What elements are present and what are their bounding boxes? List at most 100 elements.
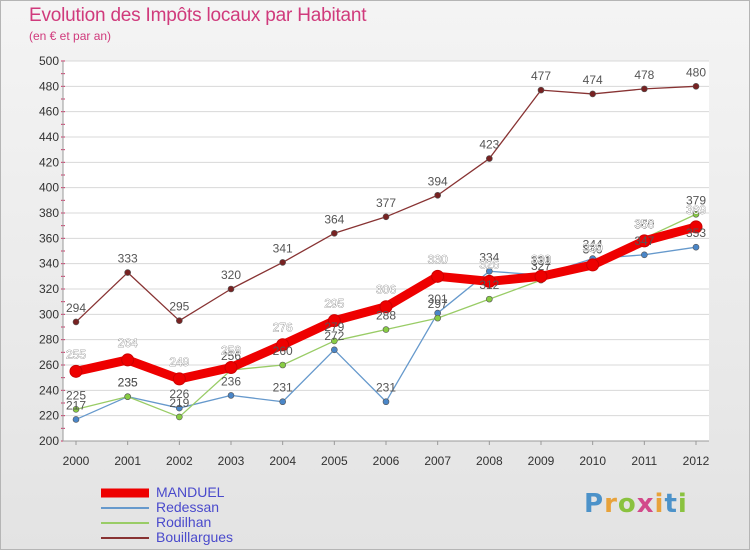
data-label-bouillargues: 294 [66, 301, 86, 315]
data-label-bouillargues: 474 [583, 73, 603, 87]
data-label-rodilhan: 360 [634, 217, 654, 231]
data-point-manduel [121, 353, 135, 367]
y-tick-label: 200 [39, 434, 59, 448]
data-label-redessan: 236 [221, 374, 241, 388]
data-point-rodilhan [176, 413, 183, 421]
data-point-manduel [534, 269, 548, 283]
data-point-bouillargues [537, 86, 545, 94]
data-label-bouillargues: 320 [221, 268, 241, 282]
legend-label: Bouillargues [156, 529, 234, 545]
data-label-manduel: 330 [428, 252, 448, 266]
data-point-redessan [279, 398, 286, 406]
data-point-redessan [72, 416, 80, 423]
y-tick-label: 220 [39, 409, 59, 423]
data-point-redessan [227, 392, 235, 399]
y-tick-label: 500 [39, 54, 59, 68]
legend-swatch [101, 521, 149, 524]
data-label-manduel: 358 [634, 217, 654, 231]
y-tick-label: 240 [39, 383, 59, 397]
data-point-bouillargues [434, 191, 441, 199]
data-point-manduel [224, 361, 238, 375]
legend-label: MANDUEL [156, 484, 225, 500]
data-point-rodilhan [434, 314, 441, 322]
data-label-rodilhan: 288 [376, 309, 396, 323]
proxiti-logo: Proxiti [584, 489, 688, 519]
data-label-bouillargues: 341 [273, 241, 293, 255]
data-label-manduel: 276 [273, 321, 293, 335]
data-point-manduel [172, 372, 186, 386]
data-label-redessan: 334 [479, 250, 499, 264]
data-label-redessan: 226 [169, 387, 189, 401]
data-point-redessan [176, 404, 183, 412]
data-label-manduel: 258 [221, 344, 241, 358]
legend-swatch [101, 488, 149, 497]
data-label-rodilhan: 260 [273, 344, 293, 358]
data-point-rodilhan [486, 295, 493, 303]
data-label-rodilhan: 379 [686, 193, 706, 207]
data-label-bouillargues: 364 [324, 212, 344, 226]
data-point-rodilhan [692, 210, 700, 218]
data-label-manduel: 249 [169, 355, 189, 369]
data-label-rodilhan: 327 [531, 259, 551, 273]
data-point-bouillargues [279, 259, 286, 266]
data-label-manduel: 326 [479, 257, 499, 271]
y-tick-label: 260 [39, 358, 59, 372]
data-label-manduel: 339 [583, 241, 603, 255]
x-tick-label: 2010 [579, 454, 606, 468]
data-label-bouillargues: 478 [634, 68, 654, 82]
data-label-redessan: 344 [583, 238, 603, 252]
data-point-bouillargues [176, 317, 183, 324]
data-label-redessan: 301 [428, 292, 448, 306]
data-label-manduel: 330 [531, 252, 551, 266]
x-tick-label: 2005 [321, 454, 348, 468]
data-point-rodilhan [72, 406, 80, 413]
data-point-rodilhan [124, 393, 131, 400]
data-point-bouillargues [589, 90, 596, 98]
y-tick-label: 440 [39, 130, 59, 144]
y-tick-label: 320 [39, 282, 59, 296]
data-point-redessan [382, 398, 390, 406]
x-tick-label: 2002 [166, 454, 193, 468]
data-label-bouillargues: 333 [118, 252, 138, 266]
y-tick-label: 460 [39, 105, 59, 119]
y-tick-label: 420 [39, 155, 59, 169]
data-point-manduel [637, 234, 651, 248]
data-label-bouillargues: 394 [428, 174, 448, 188]
data-point-manduel [431, 269, 445, 283]
x-tick-label: 2009 [528, 454, 555, 468]
x-tick-label: 2011 [631, 454, 657, 468]
data-label-rodilhan: 256 [221, 349, 241, 363]
data-label-rodilhan: 297 [428, 297, 448, 311]
x-tick-label: 2007 [424, 454, 451, 468]
data-label-bouillargues: 423 [479, 138, 499, 152]
data-label-rodilhan: 312 [479, 278, 499, 292]
legend-swatch [101, 506, 149, 509]
data-label-manduel: 369 [686, 203, 706, 217]
data-point-bouillargues [641, 85, 648, 93]
x-tick-label: 2004 [269, 454, 296, 468]
x-tick-label: 2006 [373, 454, 400, 468]
y-tick-label: 340 [39, 257, 59, 271]
legend-swatch [101, 536, 149, 539]
data-label-rodilhan: 340 [583, 243, 603, 257]
x-tick-label: 2000 [63, 454, 90, 468]
data-label-rodilhan: 225 [66, 388, 86, 402]
data-point-bouillargues [227, 285, 235, 293]
data-point-manduel [69, 364, 83, 378]
chart-legend: MANDUEL Redessan Rodilhan Bouillargues [101, 485, 321, 545]
data-point-rodilhan [331, 337, 338, 345]
data-point-bouillargues [124, 269, 131, 276]
x-tick-label: 2003 [218, 454, 245, 468]
data-label-bouillargues: 295 [169, 300, 189, 314]
y-tick-label: 360 [39, 231, 59, 245]
data-label-redessan: 235 [118, 376, 138, 390]
data-point-bouillargues [331, 229, 338, 237]
y-tick-label: 480 [39, 79, 59, 93]
data-point-redessan [641, 251, 648, 259]
data-label-bouillargues: 480 [686, 65, 706, 79]
y-tick-label: 300 [39, 307, 59, 321]
y-tick-label: 380 [39, 206, 59, 220]
data-point-manduel [689, 220, 703, 234]
data-point-bouillargues [486, 155, 493, 162]
